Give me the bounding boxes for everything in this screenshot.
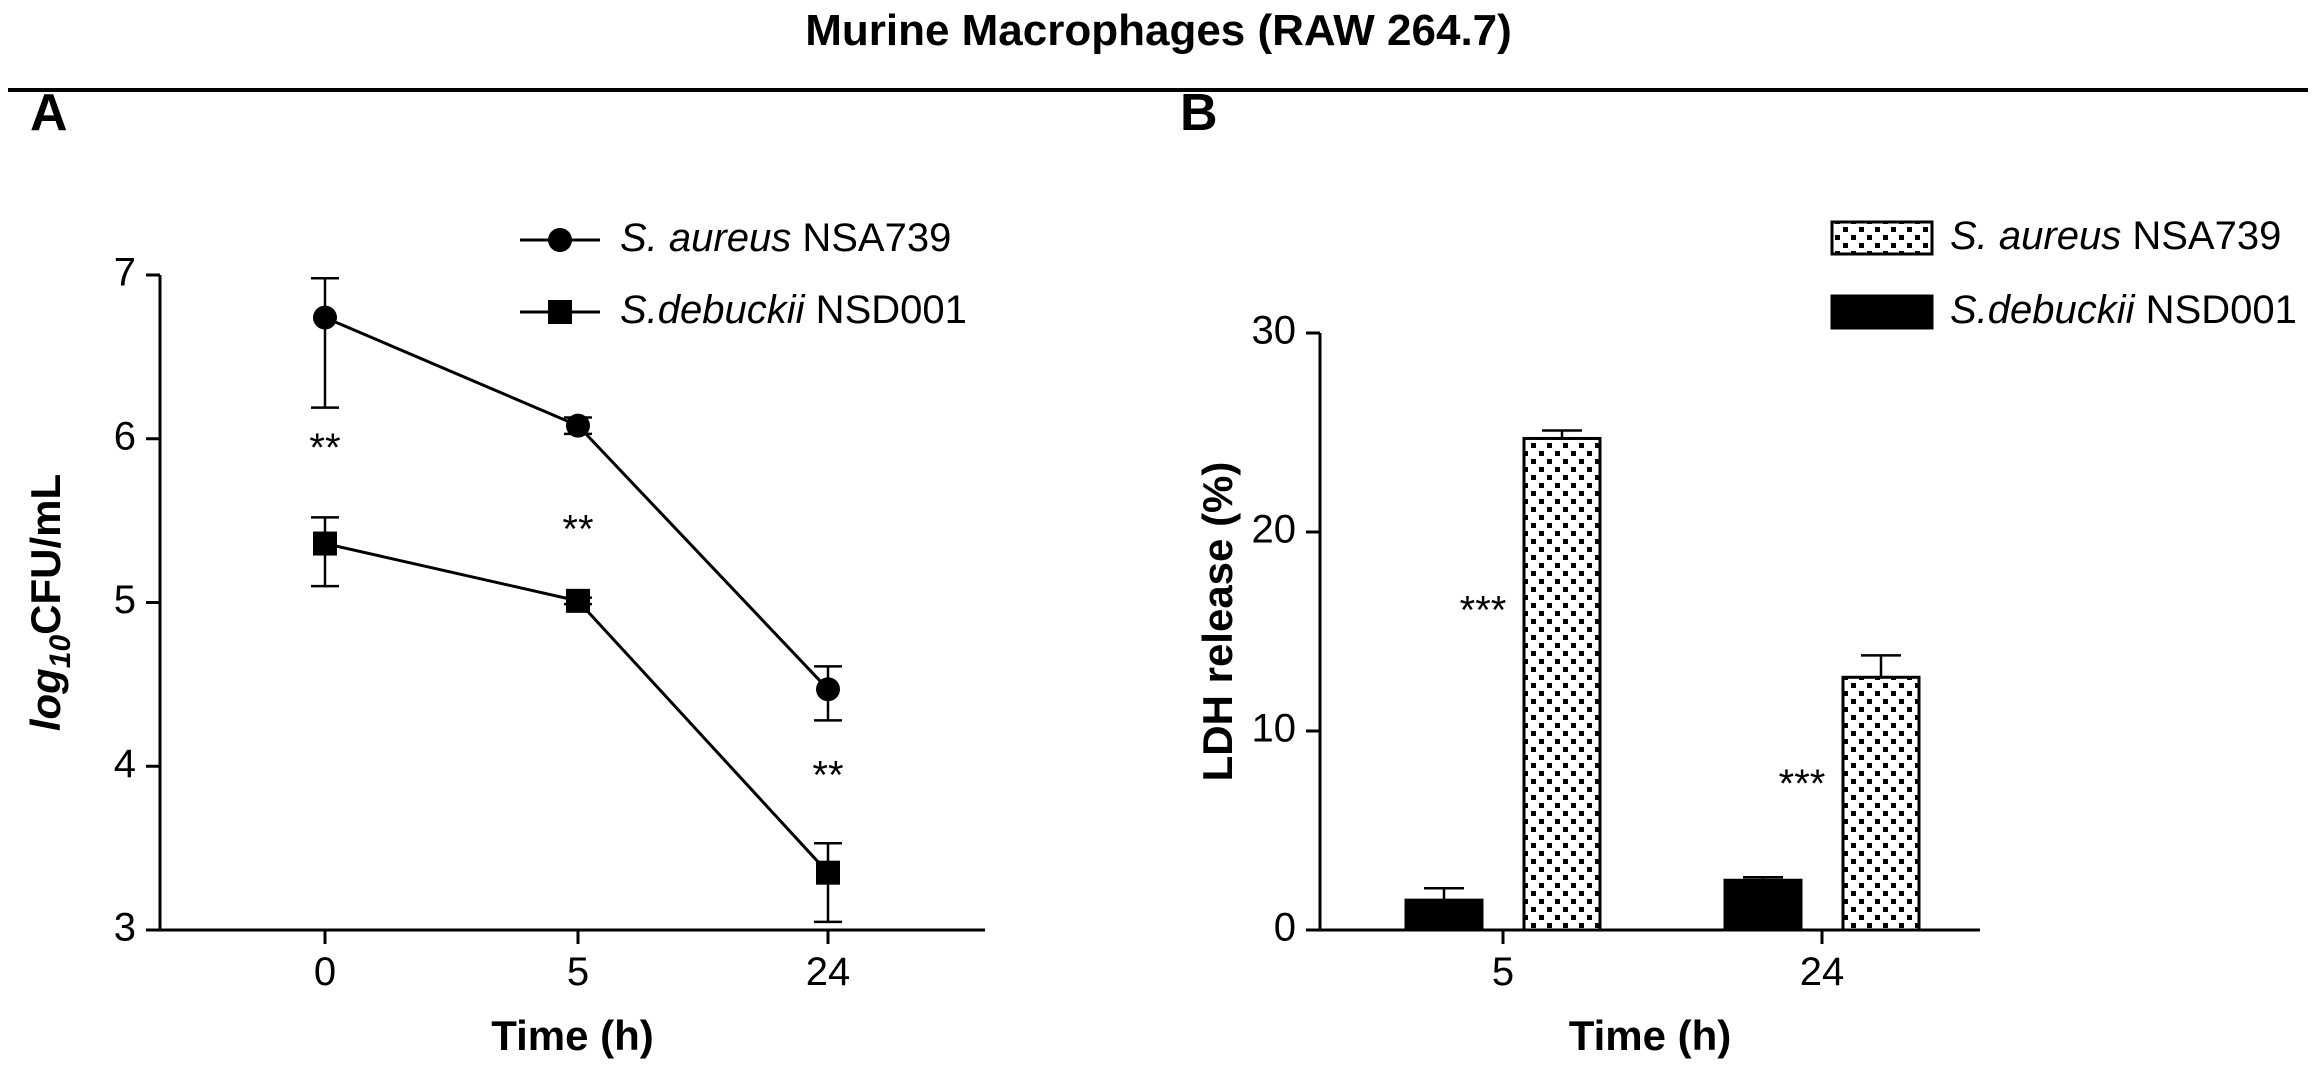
data-point xyxy=(566,588,590,613)
bar xyxy=(1723,878,1803,932)
legend-marker xyxy=(548,300,572,324)
y-tick-label: 6 xyxy=(114,414,136,458)
y-axis-label: log10CFU/mL xyxy=(22,474,77,731)
y-tick-label: 10 xyxy=(1252,707,1297,751)
significance-marker: ** xyxy=(562,508,593,552)
significance-marker: *** xyxy=(1460,589,1507,633)
data-point xyxy=(313,305,337,330)
legend-entry: S.debuckii NSD001 xyxy=(1950,288,2297,332)
x-tick-label: 0 xyxy=(314,950,336,994)
bar xyxy=(1841,675,1921,932)
x-axis-label: Time (h) xyxy=(491,1012,654,1059)
y-tick-label: 0 xyxy=(1274,906,1296,950)
bar xyxy=(1522,436,1602,932)
x-tick-label: 24 xyxy=(1800,950,1845,994)
bar xyxy=(1404,898,1484,932)
panel-a-label: A xyxy=(30,84,68,142)
legend-entry: S. aureus NSA739 xyxy=(1950,214,2281,258)
legend-marker xyxy=(548,228,572,252)
title-divider xyxy=(8,88,2308,92)
figure-title: Murine Macrophages (RAW 264.7) xyxy=(805,6,1512,55)
x-tick-label: 5 xyxy=(567,950,589,994)
y-tick-label: 3 xyxy=(114,906,136,950)
y-tick-label: 5 xyxy=(114,578,136,622)
significance-marker: *** xyxy=(1779,762,1826,806)
legend-entry: S.debuckii NSD001 xyxy=(620,288,967,332)
y-tick-label: 7 xyxy=(114,251,136,295)
y-tick-label: 4 xyxy=(114,742,136,786)
data-point xyxy=(816,860,840,885)
significance-marker: ** xyxy=(309,426,340,470)
significance-marker: ** xyxy=(812,753,843,797)
panel-b-label: B xyxy=(1180,84,1218,142)
x-axis-label: Time (h) xyxy=(1569,1012,1732,1059)
x-tick-label: 5 xyxy=(1492,950,1514,994)
legend-swatch xyxy=(1830,220,1934,256)
legend-entry: S. aureus NSA739 xyxy=(620,216,951,260)
y-axis-label: LDH release (%) xyxy=(1194,462,1241,782)
data-point xyxy=(566,413,590,438)
legend-swatch xyxy=(1830,294,1934,330)
x-tick-label: 24 xyxy=(806,950,851,994)
y-tick-label: 30 xyxy=(1252,309,1297,353)
data-point xyxy=(313,531,337,556)
data-point xyxy=(816,677,840,702)
y-tick-label: 20 xyxy=(1252,508,1297,552)
